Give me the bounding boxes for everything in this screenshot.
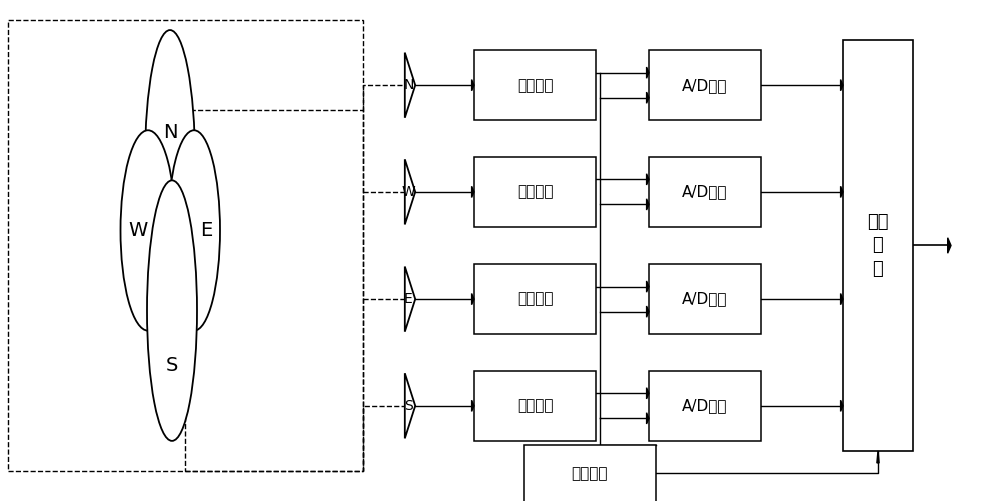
Polygon shape [472, 186, 474, 197]
Text: 对数放大: 对数放大 [517, 292, 553, 307]
Polygon shape [647, 388, 649, 399]
Bar [649, 50, 761, 120]
Bar [8, 20, 363, 471]
Polygon shape [647, 199, 649, 210]
Text: A/D转换: A/D转换 [682, 398, 728, 413]
Text: W: W [402, 185, 415, 199]
Bar [843, 40, 913, 451]
Text: 对数放大: 对数放大 [517, 78, 553, 93]
Bar [474, 50, 596, 120]
Bar [185, 110, 363, 471]
Polygon shape [472, 400, 474, 411]
Polygon shape [405, 267, 415, 332]
Polygon shape [841, 294, 843, 305]
Polygon shape [647, 281, 649, 292]
Polygon shape [877, 451, 879, 463]
Bar [524, 445, 656, 501]
Polygon shape [405, 159, 415, 224]
Bar [649, 371, 761, 441]
Bar [649, 264, 761, 334]
Text: A/D转换: A/D转换 [682, 184, 728, 199]
Text: 比幅
编
码: 比幅 编 码 [867, 213, 889, 278]
Polygon shape [647, 67, 649, 78]
Text: W: W [128, 221, 148, 240]
Polygon shape [647, 174, 649, 185]
Polygon shape [472, 80, 474, 91]
Bar [474, 371, 596, 441]
Ellipse shape [168, 130, 220, 331]
Bar [474, 264, 596, 334]
Polygon shape [647, 92, 649, 103]
Text: E: E [404, 292, 413, 306]
Polygon shape [647, 413, 649, 424]
Text: N: N [163, 123, 177, 142]
Bar [649, 157, 761, 227]
Ellipse shape [145, 30, 195, 291]
Polygon shape [948, 238, 951, 253]
Ellipse shape [120, 130, 176, 331]
Text: A/D转换: A/D转换 [682, 78, 728, 93]
Text: 对数放大: 对数放大 [517, 184, 553, 199]
Text: 对数放大: 对数放大 [517, 398, 553, 413]
Ellipse shape [147, 180, 197, 441]
Polygon shape [647, 306, 649, 317]
Polygon shape [405, 53, 415, 118]
Polygon shape [405, 373, 415, 438]
Text: E: E [200, 221, 212, 240]
Text: 时序控制: 时序控制 [572, 466, 608, 481]
Text: A/D转换: A/D转换 [682, 292, 728, 307]
Text: S: S [404, 399, 413, 413]
Text: N: N [403, 78, 414, 92]
Bar [474, 157, 596, 227]
Polygon shape [841, 80, 843, 91]
Text: S: S [166, 356, 178, 375]
Polygon shape [841, 186, 843, 197]
Polygon shape [472, 294, 474, 305]
Polygon shape [841, 400, 843, 411]
